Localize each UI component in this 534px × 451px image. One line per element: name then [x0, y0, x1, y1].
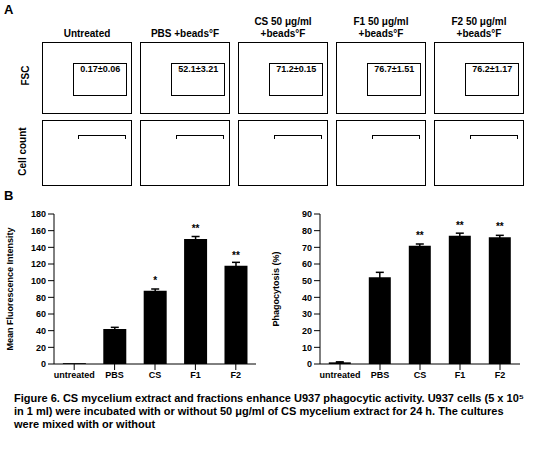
- html-text:F2 50 μg/ml +beads°F: F2 50 μg/ml +beads°F: [451, 16, 507, 39]
- html-text:FSC: FSC: [19, 65, 31, 86]
- svg-text:30: 30: [302, 309, 312, 319]
- html-text:52.1±3.21: 52.1±3.21: [178, 64, 219, 74]
- svg-text:50: 50: [302, 276, 312, 286]
- svg-text:**: **: [496, 221, 504, 232]
- svg-text:100: 100: [31, 276, 46, 286]
- svg-text:20: 20: [302, 326, 312, 336]
- svg-text:40: 40: [302, 293, 312, 303]
- svg-text:untreated: untreated: [54, 370, 95, 380]
- svg-text:90: 90: [302, 209, 312, 219]
- svg-text:CS: CS: [414, 370, 427, 380]
- html-text:0.17±0.06: 0.17±0.06: [80, 64, 121, 74]
- svg-text:CS: CS: [149, 370, 162, 380]
- svg-text:F1: F1: [190, 370, 201, 380]
- svg-text:180: 180: [31, 209, 46, 219]
- html-text:Cell count: Cell count: [16, 127, 28, 176]
- html-text:F1 50 μg/ml +beads°F: F1 50 μg/ml +beads°F: [353, 16, 409, 39]
- svg-text:PBS: PBS: [371, 370, 390, 380]
- svg-text:70: 70: [302, 243, 312, 253]
- html-text:B: B: [4, 188, 14, 203]
- html-text:Figure 6. CS mycelium extract: Figure 6. CS mycelium extract and fracti…: [14, 392, 524, 430]
- svg-text:0: 0: [41, 359, 46, 369]
- svg-text:untreated: untreated: [319, 370, 360, 380]
- svg-text:**: **: [416, 230, 424, 241]
- svg-text:Phagocytosis (%): Phagocytosis (%): [271, 251, 281, 326]
- svg-text:PBS: PBS: [105, 370, 124, 380]
- svg-text:F2: F2: [495, 370, 506, 380]
- html-text:Untreated: Untreated: [63, 28, 111, 39]
- html-text:A: A: [4, 2, 14, 17]
- svg-text:F2: F2: [231, 370, 242, 380]
- svg-text:F1: F1: [455, 370, 466, 380]
- svg-text:120: 120: [31, 259, 46, 269]
- svg-text:160: 160: [31, 226, 46, 236]
- html-text:CS 50 μg/ml +beads°F: CS 50 μg/ml +beads°F: [254, 16, 312, 39]
- svg-text:Mean Fluorescence Intensity: Mean Fluorescence Intensity: [5, 227, 15, 350]
- html-text:71.2±0.15: 71.2±0.15: [276, 64, 317, 74]
- html-text:76.7±1.51: 76.7±1.51: [374, 64, 415, 74]
- html-text:PBS +beads°F: PBS +beads°F: [150, 28, 220, 39]
- svg-text:140: 140: [31, 243, 46, 253]
- svg-text:80: 80: [302, 226, 312, 236]
- svg-text:60: 60: [36, 309, 46, 319]
- svg-text:**: **: [232, 250, 240, 261]
- html-text:76.2±1.17: 76.2±1.17: [472, 64, 513, 74]
- svg-text:**: **: [192, 223, 200, 234]
- svg-text:**: **: [456, 220, 464, 231]
- svg-text:60: 60: [302, 259, 312, 269]
- svg-text:20: 20: [36, 343, 46, 353]
- svg-text:0: 0: [307, 359, 312, 369]
- svg-text:*: *: [153, 275, 157, 286]
- svg-text:80: 80: [36, 293, 46, 303]
- svg-text:10: 10: [302, 343, 312, 353]
- svg-text:40: 40: [36, 326, 46, 336]
